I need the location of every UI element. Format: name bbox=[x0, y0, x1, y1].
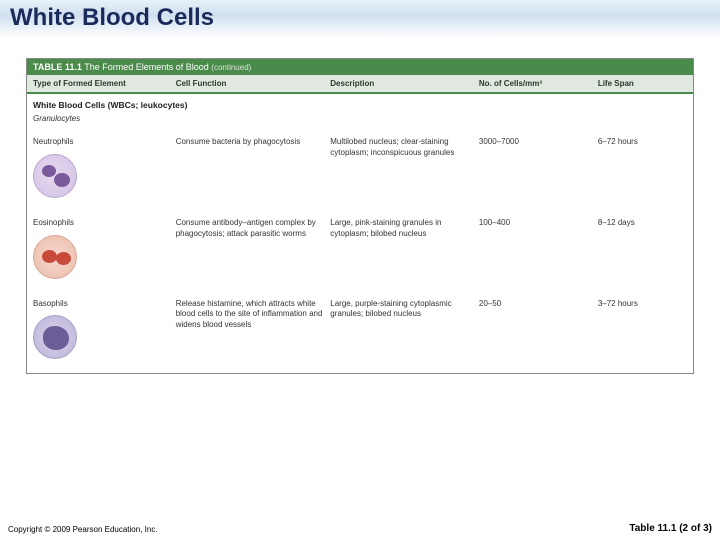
table-header-row: Type of Formed Element Cell Function Des… bbox=[27, 75, 693, 94]
cell-count: 100–400 bbox=[479, 218, 598, 279]
col-header-desc: Description bbox=[330, 79, 479, 88]
table-caption: TABLE 11.1 The Formed Elements of Blood … bbox=[27, 59, 693, 75]
table-reference: Table 11.1 (2 of 3) bbox=[629, 523, 712, 534]
cell-name: Basophils bbox=[33, 299, 176, 310]
table-caption-title: The Formed Elements of Blood bbox=[84, 62, 209, 72]
cell-count: 3000–7000 bbox=[479, 137, 598, 198]
neutrophil-icon bbox=[33, 154, 77, 198]
cell-function: Release histamine, which attracts white … bbox=[176, 299, 331, 360]
table-subsection: Granulocytes bbox=[27, 112, 693, 131]
table-section: White Blood Cells (WBCs; leukocytes) bbox=[27, 94, 693, 112]
cell-lifespan: 3–72 hours bbox=[598, 299, 687, 360]
cell-description: Large, purple-staining cytoplasmic granu… bbox=[330, 299, 479, 360]
col-header-count: No. of Cells/mm³ bbox=[479, 79, 598, 88]
table-caption-label: TABLE 11.1 bbox=[33, 62, 82, 72]
slide-title-bar: White Blood Cells bbox=[0, 0, 720, 38]
table-container: TABLE 11.1 The Formed Elements of Blood … bbox=[26, 58, 694, 374]
cell-count: 20–50 bbox=[479, 299, 598, 360]
table-caption-note: (continued) bbox=[211, 63, 251, 72]
col-header-function: Cell Function bbox=[176, 79, 331, 88]
copyright-text: Copyright © 2009 Pearson Education, Inc. bbox=[8, 525, 158, 534]
table-row: Neutrophils Consume bacteria by phagocyt… bbox=[27, 131, 693, 212]
col-header-type: Type of Formed Element bbox=[33, 79, 176, 88]
basophil-icon bbox=[33, 315, 77, 359]
cell-description: Multilobed nucleus; clear-staining cytop… bbox=[330, 137, 479, 198]
eosinophil-icon bbox=[33, 235, 77, 279]
cell-name: Eosinophils bbox=[33, 218, 176, 229]
table-row: Basophils Release histamine, which attra… bbox=[27, 293, 693, 374]
cell-lifespan: 6–72 hours bbox=[598, 137, 687, 198]
cell-description: Large, pink-staining granules in cytopla… bbox=[330, 218, 479, 279]
col-header-lifespan: Life Span bbox=[598, 79, 687, 88]
cell-function: Consume bacteria by phagocytosis bbox=[176, 137, 331, 198]
slide-title: White Blood Cells bbox=[10, 4, 710, 32]
table-row: Eosinophils Consume antibody–antigen com… bbox=[27, 212, 693, 293]
cell-function: Consume antibody–antigen complex by phag… bbox=[176, 218, 331, 279]
cell-lifespan: 8–12 days bbox=[598, 218, 687, 279]
cell-name: Neutrophils bbox=[33, 137, 176, 148]
